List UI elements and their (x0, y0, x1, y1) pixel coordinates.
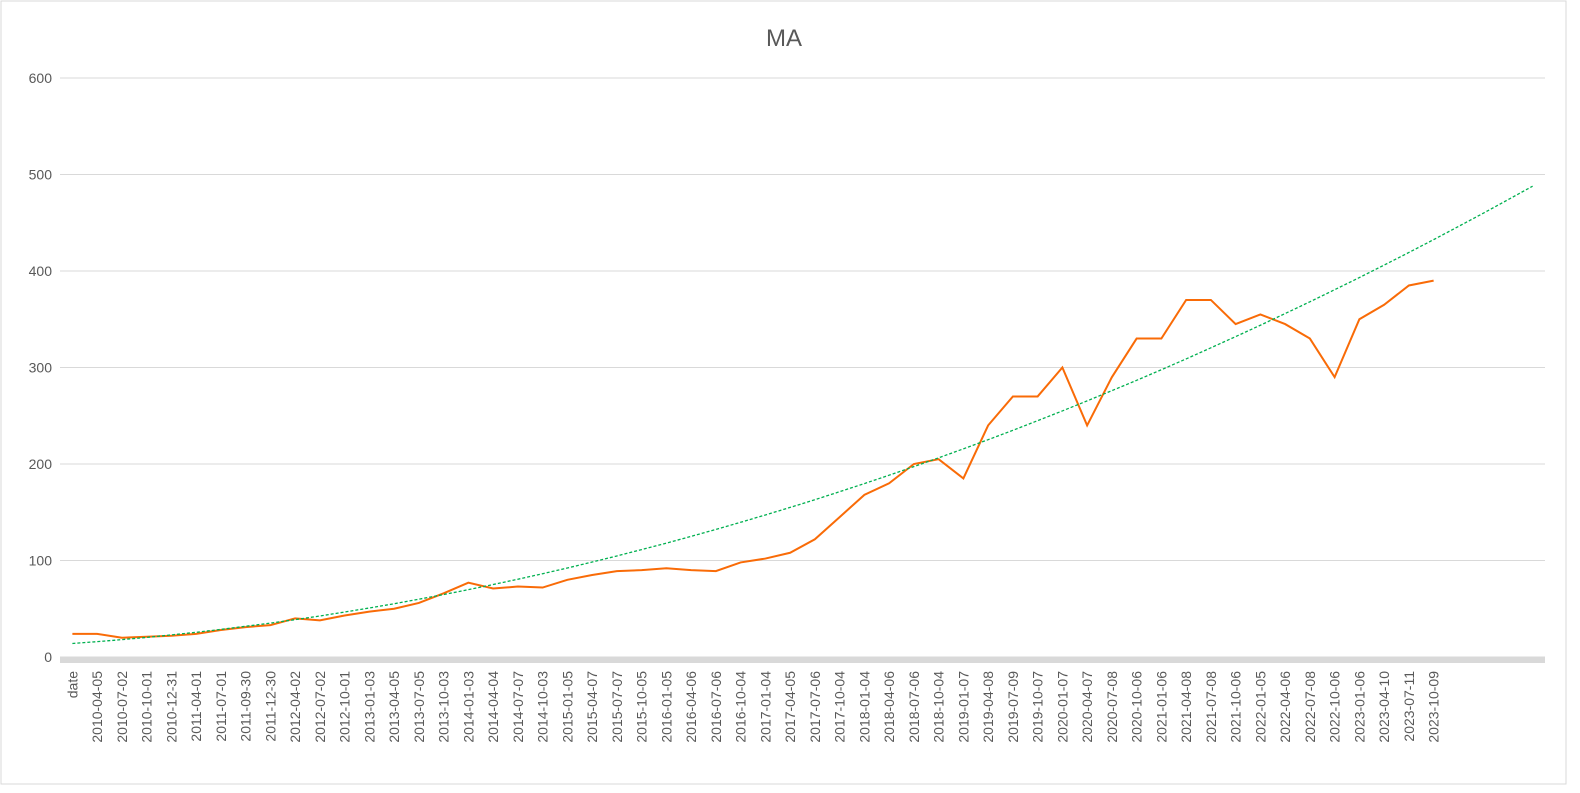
x-tick-label: 2022-04-06 (1277, 671, 1293, 743)
series-line (72, 279, 1434, 639)
x-tick-label: 2014-01-03 (460, 671, 476, 743)
x-tick-label: 2018-10-04 (931, 671, 947, 743)
x-tick-label: 2018-01-04 (856, 671, 872, 743)
x-tick-label: 2018-04-06 (881, 671, 897, 743)
y-tick-label: 0 (44, 649, 52, 665)
x-tick-label: 2023-07-11 (1401, 671, 1417, 742)
y-tick-label: 300 (29, 360, 53, 376)
x-tick-label: 2011-09-30 (238, 671, 254, 742)
x-tick-label: 2017-10-04 (832, 671, 848, 743)
x-tick-label: 2022-01-05 (1252, 671, 1268, 743)
x-tick-label: 2014-04-04 (485, 671, 501, 743)
chart-title: MA (766, 25, 802, 52)
x-tick-label: 2022-07-08 (1302, 671, 1318, 743)
x-tick-label: 2020-01-07 (1054, 671, 1070, 743)
x-tick-label: 2012-10-01 (337, 671, 353, 743)
x-tick-label: 2013-01-03 (361, 671, 377, 743)
x-axis (60, 657, 1545, 663)
x-tick-label: 2021-04-08 (1178, 671, 1194, 743)
y-tick-label: 500 (29, 167, 53, 183)
x-tick-label: 2016-04-06 (683, 671, 699, 743)
x-tick-label: 2014-10-03 (535, 671, 551, 743)
trend-line (72, 185, 1533, 645)
x-tick-label: 2021-07-08 (1203, 671, 1219, 743)
x-tick-label: 2010-10-01 (139, 671, 155, 743)
x-tick-label: 2021-01-06 (1153, 671, 1169, 743)
x-tick-label: 2017-04-05 (782, 671, 798, 743)
x-tick-label: 2018-07-06 (906, 671, 922, 743)
x-tick-label: 2010-04-05 (89, 671, 105, 743)
x-tick-label: 2020-10-06 (1129, 671, 1145, 743)
x-tick-label: 2016-01-05 (658, 671, 674, 743)
x-tick-label: 2023-01-06 (1351, 671, 1367, 743)
x-tick-label: 2015-04-07 (584, 671, 600, 743)
x-tick-label: 2010-07-02 (114, 671, 130, 743)
x-tick-label: 2017-07-06 (807, 671, 823, 743)
x-tick-label: 2022-10-06 (1327, 671, 1343, 743)
x-tick-label: 2011-07-01 (213, 671, 229, 742)
x-tick-label: 2019-10-07 (1030, 671, 1046, 743)
y-tick-label: 100 (29, 553, 53, 569)
x-tick-label: 2013-07-05 (411, 671, 427, 743)
x-tick-label: 2012-04-02 (287, 671, 303, 743)
x-tick-label: 2013-10-03 (436, 671, 452, 743)
x-tick-label: 2016-07-06 (708, 671, 724, 743)
x-tick-label: 2019-04-08 (980, 671, 996, 743)
x-tick-label: 2019-01-07 (955, 671, 971, 743)
x-tick-label: 2016-10-04 (733, 671, 749, 743)
y-tick-label: 600 (29, 70, 53, 86)
x-tick-label: 2023-10-09 (1426, 671, 1442, 743)
x-tick-label: 2014-07-07 (510, 671, 526, 743)
x-tick-label: 2019-07-09 (1005, 671, 1021, 743)
x-tick-label: 2010-12-31 (163, 671, 179, 743)
x-tick-label: 2012-07-02 (312, 671, 328, 743)
x-tick-label: 2013-04-05 (386, 671, 402, 743)
x-tick-label: 2017-01-04 (757, 671, 773, 743)
x-tick-label: 2023-04-10 (1376, 671, 1392, 743)
x-tick-label: 2021-10-06 (1228, 671, 1244, 743)
x-tick-label: date (64, 671, 80, 698)
x-tick-label: 2020-07-08 (1104, 671, 1120, 743)
x-tick-label: 2015-01-05 (559, 671, 575, 743)
y-tick-label: 400 (29, 263, 53, 279)
y-tick-label: 200 (29, 456, 53, 472)
x-tick-label: 2020-04-07 (1079, 671, 1095, 743)
x-tick-label: 2015-07-07 (609, 671, 625, 743)
x-tick-label: 2011-04-01 (188, 671, 204, 742)
x-tick-label: 2011-12-30 (262, 671, 278, 742)
x-tick-label: 2015-10-05 (634, 671, 650, 743)
